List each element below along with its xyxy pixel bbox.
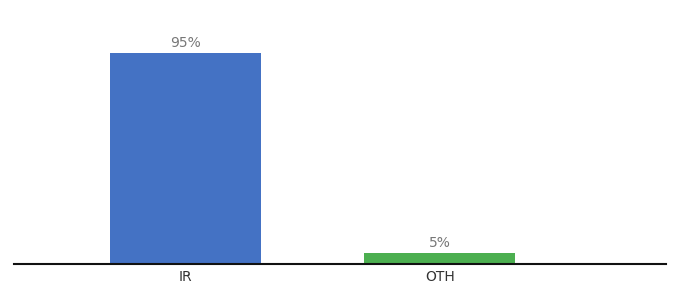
Text: 95%: 95% xyxy=(170,36,201,50)
Text: 5%: 5% xyxy=(428,236,451,250)
Bar xyxy=(109,53,261,264)
Bar xyxy=(364,253,515,264)
